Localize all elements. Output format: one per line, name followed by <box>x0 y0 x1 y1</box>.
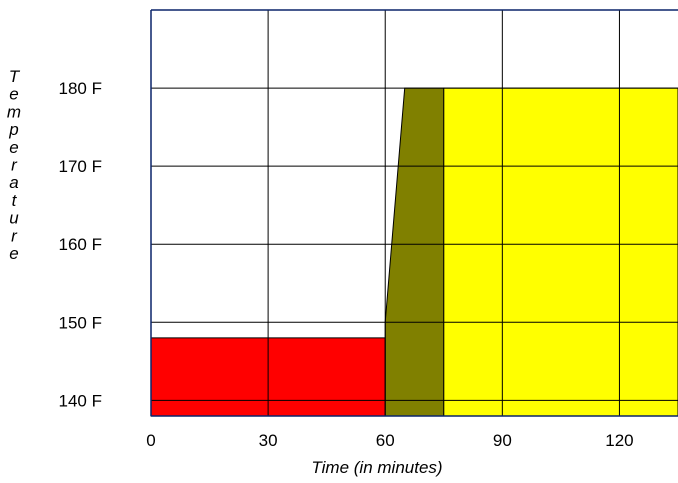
y-tick-label: 180 F <box>59 79 102 98</box>
chart-grid <box>151 10 678 416</box>
area-series-2 <box>443 87 678 417</box>
x-axis-label: Time (in minutes) <box>311 458 442 477</box>
x-tick-label: 30 <box>259 431 278 450</box>
y-axis-label-char: r <box>11 226 18 245</box>
y-axis-label-char: t <box>12 191 18 210</box>
y-tick-label: 160 F <box>59 235 102 254</box>
x-tick-label: 90 <box>493 431 512 450</box>
y-tick-label: 170 F <box>59 157 102 176</box>
y-axis-label-char: e <box>9 244 18 263</box>
y-axis-label-char: u <box>9 209 19 228</box>
area-series-1 <box>384 87 445 417</box>
x-tick-label: 0 <box>146 431 155 450</box>
y-axis-label-char: p <box>8 120 18 139</box>
y-axis-label-char: m <box>7 102 21 121</box>
y-axis-label-char: e <box>9 138 18 157</box>
y-tick-labels: 140 F 150 F 160 F 170 F 180 F <box>59 79 102 410</box>
y-tick-label: 150 F <box>59 313 102 332</box>
x-tick-label: 60 <box>376 431 395 450</box>
x-tick-labels: 0 30 60 90 120 <box>146 431 633 450</box>
chart-areas <box>150 87 678 417</box>
y-axis-label-char: r <box>11 156 18 175</box>
chart-axes <box>150 9 678 417</box>
y-tick-label: 140 F <box>59 391 102 410</box>
x-tick-label: 120 <box>605 431 633 450</box>
y-axis-label-char: a <box>9 173 18 192</box>
y-axis-label-char: e <box>9 85 18 104</box>
y-axis-label-char: T <box>9 67 21 86</box>
